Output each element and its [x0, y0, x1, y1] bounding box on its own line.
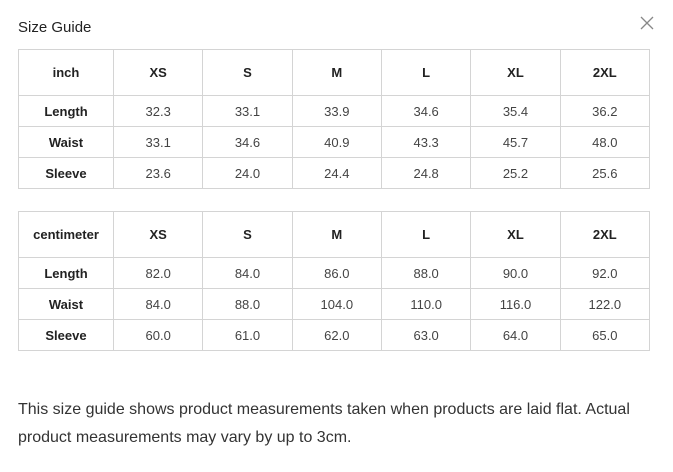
row-label: Sleeve	[18, 319, 114, 351]
size-header: XS	[112, 49, 204, 96]
size-header: XL	[470, 49, 561, 96]
size-header: L	[380, 49, 472, 96]
measurement-cell: 60.0	[112, 319, 204, 351]
row-label: Length	[18, 95, 114, 127]
row-label: Sleeve	[18, 157, 114, 189]
measurement-cell: 33.1	[202, 95, 293, 127]
table-row: Length 32.3 33.1 33.9 34.6 35.4 36.2	[18, 95, 651, 127]
table-row: Sleeve 60.0 61.0 62.0 63.0 64.0 65.0	[18, 319, 651, 351]
measurement-cell: 34.6	[380, 95, 472, 127]
size-header: XS	[112, 211, 204, 258]
measurement-cell: 24.4	[291, 157, 382, 189]
measurement-cell: 122.0	[559, 288, 651, 320]
measurement-cell: 33.1	[112, 126, 204, 158]
table-header-row: centimeter XS S M L XL 2XL	[18, 211, 651, 258]
measurement-cell: 88.0	[380, 257, 472, 289]
row-label: Waist	[18, 288, 114, 320]
row-label: Length	[18, 257, 114, 289]
measurement-cell: 23.6	[112, 157, 204, 189]
unit-header: inch	[18, 49, 114, 96]
close-button[interactable]	[638, 14, 656, 32]
measurement-cell: 45.7	[470, 126, 561, 158]
measurement-cell: 33.9	[291, 95, 382, 127]
measurement-cell: 84.0	[112, 288, 204, 320]
inch-size-table: inch XS S M L XL 2XL Length 32.3 33.1 33.9 34.6 35.4…	[18, 49, 651, 189]
table-row: Waist 33.1 34.6 40.9 43.3 45.7 48.0	[18, 126, 651, 158]
measurement-cell: 24.0	[202, 157, 293, 189]
measurement-cell: 40.9	[291, 126, 382, 158]
size-header: M	[291, 211, 382, 258]
measurement-cell: 64.0	[470, 319, 561, 351]
measurement-cell: 25.6	[559, 157, 651, 189]
table-row: Length 82.0 84.0 86.0 88.0 90.0 92.0	[18, 257, 651, 289]
measurement-cell: 61.0	[202, 319, 293, 351]
measurement-cell: 32.3	[112, 95, 204, 127]
measurement-cell: 84.0	[202, 257, 293, 289]
size-header: 2XL	[559, 49, 651, 96]
measurement-cell: 86.0	[291, 257, 382, 289]
measurement-cell: 25.2	[470, 157, 561, 189]
size-header: M	[291, 49, 382, 96]
measurement-cell: 82.0	[112, 257, 204, 289]
measurement-cell: 36.2	[559, 95, 651, 127]
row-label: Waist	[18, 126, 114, 158]
unit-header: centimeter	[18, 211, 114, 258]
close-x-icon	[640, 16, 654, 30]
table-header-row: inch XS S M L XL 2XL	[18, 49, 651, 96]
size-header: L	[380, 211, 472, 258]
measurement-cell: 104.0	[291, 288, 382, 320]
measurement-cell: 65.0	[559, 319, 651, 351]
dialog-title: Size Guide	[18, 19, 92, 36]
measurement-cell: 48.0	[559, 126, 651, 158]
size-header: S	[202, 49, 293, 96]
measurement-cell: 92.0	[559, 257, 651, 289]
size-guide-note: This size guide shows product measuremen…	[18, 401, 630, 446]
size-header: S	[202, 211, 293, 258]
measurement-cell: 110.0	[380, 288, 472, 320]
measurement-cell: 116.0	[470, 288, 561, 320]
table-row: Sleeve 23.6 24.0 24.4 24.8 25.2 25.6	[18, 157, 651, 189]
size-header: 2XL	[559, 211, 651, 258]
measurement-cell: 43.3	[380, 126, 472, 158]
table-row: Waist 84.0 88.0 104.0 110.0 116.0 122.0	[18, 288, 651, 320]
measurement-cell: 34.6	[202, 126, 293, 158]
centimeter-size-table: centimeter XS S M L XL 2XL Length 82.0 84.0 86.0 88…	[18, 211, 651, 351]
measurement-cell: 90.0	[470, 257, 561, 289]
measurement-cell: 24.8	[380, 157, 472, 189]
measurement-cell: 62.0	[291, 319, 382, 351]
size-header: XL	[470, 211, 561, 258]
measurement-cell: 63.0	[380, 319, 472, 351]
measurement-cell: 88.0	[202, 288, 293, 320]
measurement-cell: 35.4	[470, 95, 561, 127]
